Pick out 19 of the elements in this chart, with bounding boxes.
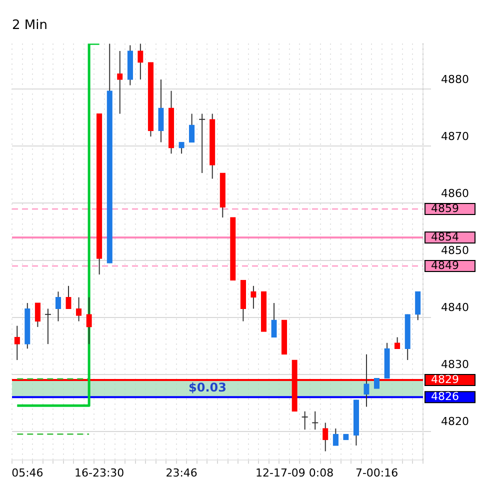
y-tick-label: 4880: [441, 73, 470, 86]
ref-line-label: 4849: [431, 258, 460, 272]
band-label: $0.03: [188, 380, 226, 395]
y-tick-label: 4850: [441, 244, 470, 258]
y-tick-label: 4870: [441, 130, 470, 144]
ref-line-label: 4859: [431, 202, 460, 215]
ref-line-label: 4829: [431, 372, 460, 386]
x-tick-label: 7-00:16: [355, 466, 398, 480]
ref-line-label: 4826: [431, 390, 460, 403]
y-tick-label: 4860: [441, 187, 470, 200]
x-tick-label: 23:46: [166, 466, 198, 480]
x-tick-label: 05:46: [12, 466, 44, 480]
y-tick-label: 4840: [441, 301, 470, 314]
ref-line-label: 4854: [431, 230, 460, 244]
x-tick-label: 12-17-09 0:08: [255, 466, 334, 480]
y-tick-label: 4830: [441, 358, 470, 372]
y-tick-label: 4820: [441, 415, 470, 428]
chart-title: 2 Min: [12, 18, 48, 34]
x-tick-label: 16-23:30: [74, 466, 124, 480]
